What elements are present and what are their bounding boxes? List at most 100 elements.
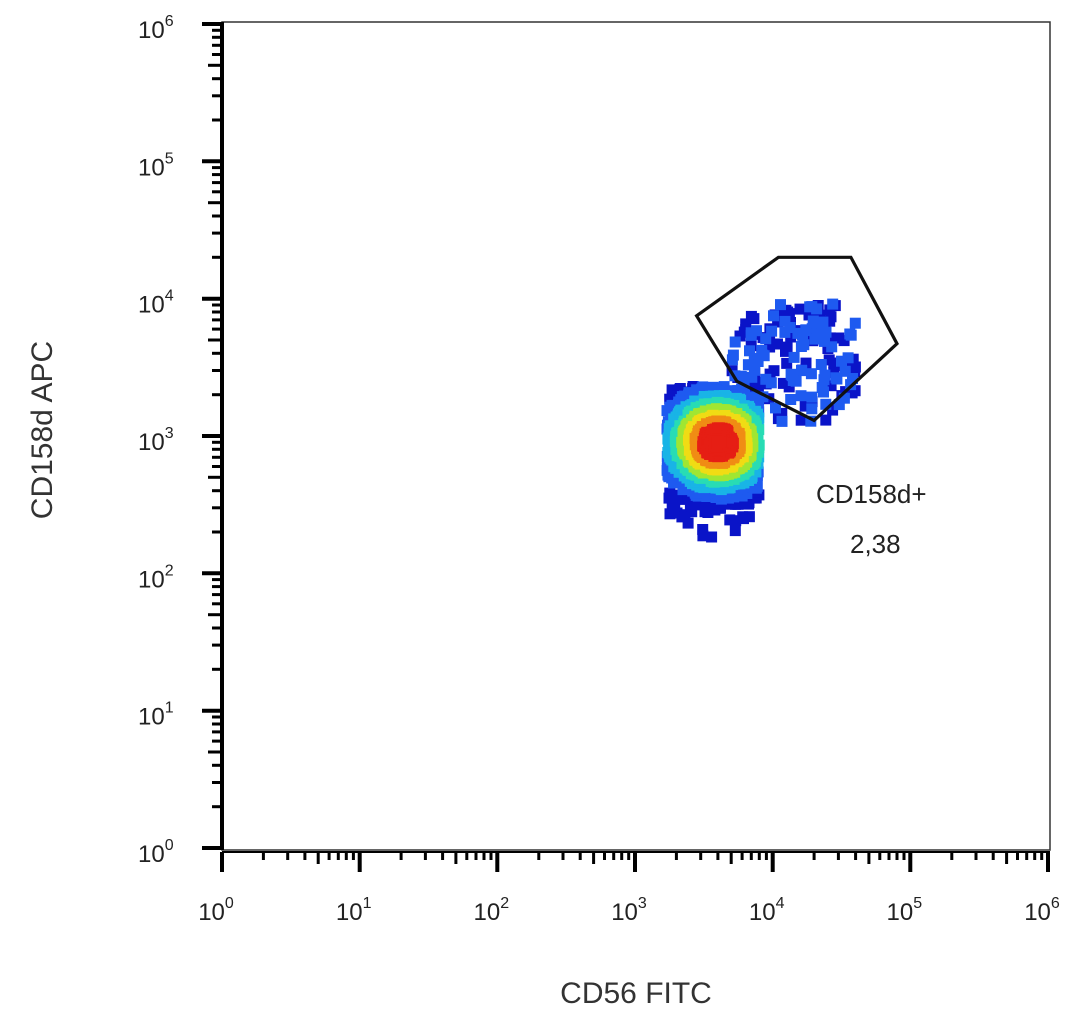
- x-axis-title: CD56 FITC: [560, 977, 712, 1010]
- event-dot: [712, 436, 724, 448]
- event-dot: [847, 373, 858, 384]
- event-dot: [760, 373, 772, 385]
- event-dot: [664, 393, 676, 405]
- x-tick-label: 100: [198, 895, 234, 926]
- event-dot: [824, 332, 836, 344]
- event-dot: [795, 390, 807, 402]
- event-dot: [706, 531, 718, 543]
- event-dot: [804, 301, 816, 313]
- event-dot: [799, 400, 811, 412]
- gate-layer: CD158d+ 2,38: [694, 255, 927, 559]
- x-tick-label: 102: [473, 895, 509, 926]
- event-dot: [811, 303, 823, 315]
- gate-percentage-label: 2,38: [850, 529, 901, 559]
- event-dot: [744, 345, 755, 357]
- event-dot: [679, 509, 691, 521]
- event-dot: [806, 403, 818, 415]
- event-dot: [815, 359, 827, 370]
- event-dot: [781, 357, 793, 369]
- event-dot: [779, 315, 791, 327]
- event-dot: [729, 525, 741, 537]
- event-dot: [742, 359, 754, 371]
- event-dot: [815, 331, 827, 343]
- event-dot: [809, 333, 821, 345]
- x-tick-label: 104: [749, 895, 785, 926]
- event-dot: [777, 377, 789, 389]
- event-dot: [746, 371, 758, 383]
- event-dot: [768, 310, 779, 322]
- event-dot: [805, 415, 817, 427]
- event-dot: [766, 325, 778, 337]
- event-dot: [806, 391, 818, 403]
- event-dot: [785, 331, 797, 343]
- event-dot: [826, 341, 838, 353]
- axes-layer: 100 100 101 101 102 102 103 103 104 104 105 105 106 1…: [138, 13, 1060, 926]
- event-density-layer: [661, 298, 861, 543]
- event-dot: [743, 497, 755, 509]
- event-dot: [664, 487, 676, 499]
- event-dot: [849, 366, 861, 377]
- event-dot: [838, 392, 850, 404]
- event-dot: [686, 506, 698, 518]
- event-dot: [831, 373, 843, 385]
- event-dot: [682, 517, 694, 529]
- event-dot: [816, 324, 828, 336]
- event-dot: [814, 309, 826, 321]
- event-dot: [757, 349, 769, 361]
- event-dot: [819, 369, 831, 381]
- event-dot: [794, 303, 806, 315]
- event-dot: [842, 352, 854, 364]
- event-dot: [790, 375, 802, 387]
- event-dot: [827, 404, 839, 416]
- event-dot: [796, 365, 808, 377]
- event-dot: [770, 402, 781, 414]
- event-dot: [667, 384, 679, 396]
- event-dot: [849, 317, 861, 329]
- event-dot: [828, 357, 840, 369]
- y-tick-label: 102: [138, 562, 174, 593]
- event-dot: [800, 324, 812, 336]
- event-dot: [820, 398, 832, 410]
- event-dot: [697, 524, 709, 535]
- event-dot: [800, 357, 812, 369]
- event-dot: [748, 313, 760, 325]
- event-dot: [849, 385, 861, 397]
- event-dot: [845, 329, 857, 341]
- event-dot: [820, 414, 832, 426]
- event-dot: [776, 407, 788, 419]
- event-dot: [780, 304, 792, 316]
- event-dot: [833, 332, 845, 344]
- event-dot: [808, 317, 820, 329]
- event-dot: [798, 339, 810, 351]
- x-tick-label: 106: [1024, 895, 1060, 926]
- event-dot: [735, 370, 747, 382]
- event-dot: [786, 370, 798, 382]
- event-dot: [764, 341, 776, 353]
- event-dot: [827, 298, 839, 310]
- x-tick-label: 103: [611, 895, 647, 926]
- event-dot: [788, 351, 800, 363]
- gate-polygon[interactable]: [694, 255, 899, 423]
- event-dot: [671, 489, 683, 501]
- event-dot: [776, 415, 788, 427]
- event-dot: [760, 333, 772, 345]
- event-dot: [724, 514, 736, 526]
- y-tick-label: 105: [138, 150, 174, 181]
- event-dot: [745, 384, 756, 396]
- event-dot: [785, 394, 797, 405]
- event-dot: [697, 530, 709, 542]
- gate-name-label: CD158d+: [816, 479, 927, 509]
- event-dot: [805, 368, 817, 380]
- event-dot: [729, 336, 741, 348]
- event-dot: [816, 382, 828, 393]
- event-dot: [825, 380, 837, 392]
- event-dot: [669, 497, 681, 509]
- event-dot: [737, 511, 749, 523]
- event-dot: [745, 329, 757, 341]
- event-dot: [738, 377, 750, 389]
- event-dot: [824, 304, 836, 316]
- event-dot: [768, 365, 780, 377]
- event-dot: [783, 381, 795, 393]
- y-tick-label: 100: [138, 837, 174, 868]
